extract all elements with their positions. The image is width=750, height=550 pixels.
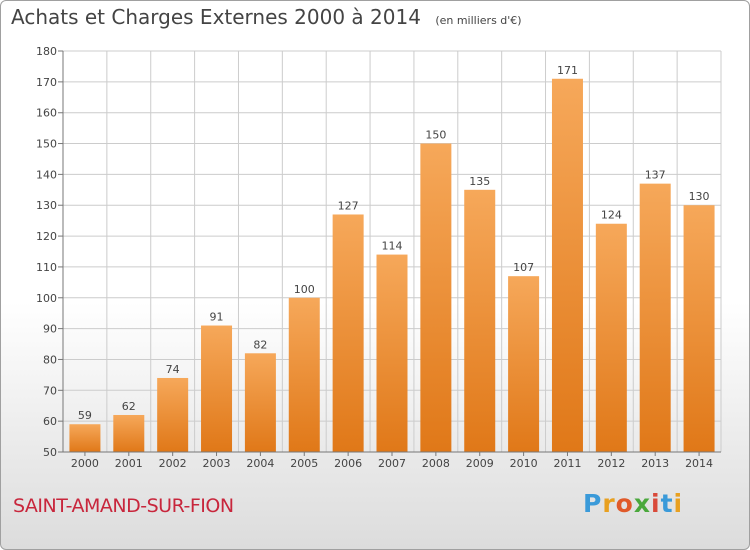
x-tick-label: 2014 (685, 457, 713, 470)
y-tick-label: 100 (36, 292, 57, 305)
bar-value-label: 82 (253, 338, 267, 351)
y-tick-label: 140 (36, 168, 57, 181)
unit-text: (en milliers d'€) (435, 14, 522, 27)
y-tick-label: 80 (43, 353, 57, 366)
commune-name: SAINT-AMAND-SUR-FION (13, 495, 234, 517)
x-tick-label: 2005 (290, 457, 318, 470)
bar-value-label: 124 (601, 209, 622, 222)
bar (420, 143, 452, 453)
bar-value-label: 137 (645, 169, 666, 182)
x-tick-label: 2001 (115, 457, 143, 470)
bar-value-label: 127 (338, 199, 359, 212)
bar (683, 205, 715, 452)
bar (244, 353, 276, 452)
bar (464, 189, 496, 453)
bar-value-label: 91 (210, 311, 224, 324)
x-tick-label: 2010 (510, 457, 538, 470)
y-tick-label: 60 (43, 415, 57, 428)
x-tick-label: 2000 (71, 457, 99, 470)
x-tick-label: 2009 (466, 457, 494, 470)
bar (69, 424, 101, 452)
y-tick-label: 50 (43, 446, 57, 459)
logo-letter: r (602, 489, 616, 518)
logo-letter: t (660, 489, 674, 518)
bar (376, 254, 408, 452)
bar-value-label: 171 (557, 64, 578, 77)
x-tick-label: 2006 (334, 457, 362, 470)
bar (201, 325, 233, 452)
bar-value-label: 74 (166, 363, 180, 376)
bar-value-label: 107 (513, 261, 534, 274)
x-tick-label: 2002 (159, 457, 187, 470)
y-tick-label: 170 (36, 76, 57, 89)
logo-letter: i (651, 489, 661, 518)
bar-value-label: 100 (294, 283, 315, 296)
logo-letter: P (583, 489, 603, 518)
title-text: Achats et Charges Externes 2000 à 2014 (11, 5, 421, 29)
logo-letter: i (673, 489, 684, 518)
logo-letter: o (615, 489, 634, 518)
bar (551, 78, 583, 452)
x-tick-label: 2013 (641, 457, 669, 470)
x-tick-label: 2011 (553, 457, 581, 470)
proxiti-logo: Proxiti (583, 489, 683, 518)
y-tick-label: 120 (36, 230, 57, 243)
chart-title: Achats et Charges Externes 2000 à 2014 (… (11, 5, 522, 29)
bar-value-label: 59 (78, 409, 92, 422)
axes (58, 50, 721, 456)
y-tick-label: 110 (36, 261, 57, 274)
bar-value-label: 150 (425, 129, 446, 142)
bar (157, 377, 189, 452)
logo-letter: x (633, 489, 651, 518)
y-tick-label: 150 (36, 138, 57, 151)
bar (508, 276, 540, 452)
bar (332, 214, 364, 452)
y-tick-label: 70 (43, 384, 57, 397)
y-tick-label: 160 (36, 107, 57, 120)
x-tick-label: 2008 (422, 457, 450, 470)
x-tick-label: 2007 (378, 457, 406, 470)
bar (288, 297, 320, 452)
bar-value-label: 135 (469, 175, 490, 188)
labels: 50 60 70 80 90 100 110 120 130 140 150 160 170 180 59 2… (36, 45, 713, 470)
y-tick-label: 130 (36, 199, 57, 212)
bar (639, 183, 671, 452)
x-tick-label: 2012 (597, 457, 625, 470)
bar-value-label: 114 (382, 240, 403, 253)
bar-value-label: 62 (122, 400, 136, 413)
x-tick-label: 2003 (203, 457, 231, 470)
y-tick-label: 90 (43, 323, 57, 336)
y-tick-label: 180 (36, 45, 57, 58)
bar (113, 414, 145, 452)
bar-value-label: 130 (689, 190, 710, 203)
bars (69, 78, 715, 453)
bar (595, 223, 627, 452)
x-tick-label: 2004 (246, 457, 274, 470)
